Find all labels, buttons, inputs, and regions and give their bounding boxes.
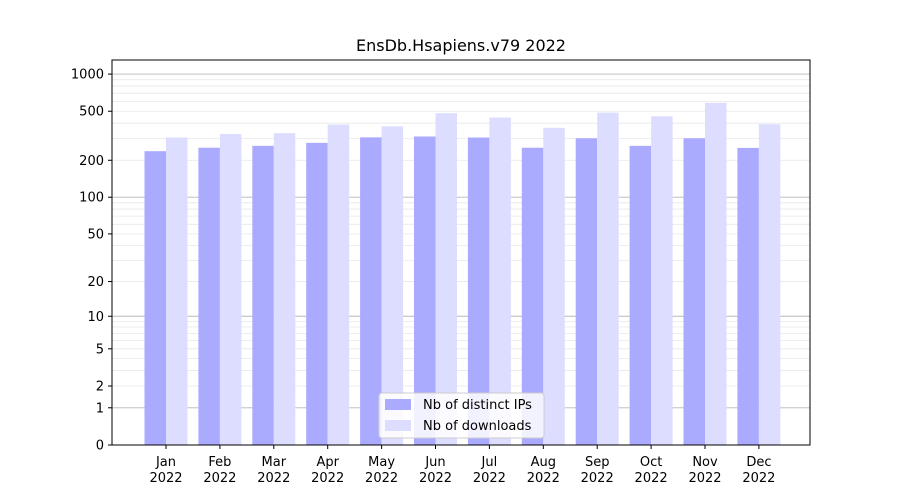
bar-downloads bbox=[327, 124, 350, 446]
bar-downloads bbox=[435, 113, 457, 445]
bar-distinct-ips bbox=[414, 136, 436, 445]
y-tick-label: 10 bbox=[87, 310, 104, 325]
y-tick-label: 500 bbox=[79, 105, 104, 120]
bar-downloads bbox=[758, 124, 781, 446]
y-tick-label: 0 bbox=[96, 439, 104, 454]
bar-distinct-ips bbox=[360, 137, 382, 446]
bar-distinct-ips bbox=[629, 145, 652, 445]
bar-downloads bbox=[597, 112, 619, 445]
x-tick-label: Apr 2022 bbox=[311, 455, 344, 486]
bar-downloads bbox=[651, 116, 673, 446]
y-tick-label: 50 bbox=[87, 227, 104, 242]
y-tick-label: 2 bbox=[96, 380, 104, 395]
bar-distinct-ips bbox=[306, 142, 328, 446]
y-tick-label: 5 bbox=[96, 342, 104, 357]
bar-distinct-ips bbox=[252, 145, 274, 445]
bar-distinct-ips bbox=[467, 137, 490, 445]
bar-downloads bbox=[705, 102, 727, 445]
x-tick-label: Dec 2022 bbox=[742, 455, 775, 486]
x-tick-label: Nov 2022 bbox=[688, 455, 721, 486]
bar-distinct-ips bbox=[198, 147, 220, 445]
chart-title: EnsDb.Hsapiens.v79 2022 bbox=[356, 36, 566, 55]
legend-label: Nb of downloads bbox=[423, 419, 532, 434]
bar-downloads bbox=[166, 137, 188, 445]
x-tick-label: Oct 2022 bbox=[635, 455, 668, 486]
plot-frame bbox=[111, 59, 811, 446]
x-tick-label: Sep 2022 bbox=[581, 455, 614, 486]
legend-swatch bbox=[385, 399, 411, 410]
x-tick-label: Jan 2022 bbox=[149, 455, 182, 486]
bar-downloads bbox=[381, 126, 404, 445]
legend-box bbox=[378, 392, 545, 439]
y-tick-label: 200 bbox=[79, 154, 104, 169]
x-tick-label: May 2022 bbox=[365, 455, 398, 486]
bar-distinct-ips bbox=[575, 138, 598, 445]
x-tick-label: Jul 2022 bbox=[473, 455, 506, 486]
bar-downloads bbox=[543, 127, 565, 446]
x-tick-label: Mar 2022 bbox=[257, 455, 290, 486]
bar-distinct-ips bbox=[683, 138, 705, 445]
bar-distinct-ips bbox=[144, 151, 166, 445]
bar-distinct-ips bbox=[737, 147, 759, 445]
bar-downloads bbox=[219, 133, 242, 445]
y-tick-label: 100 bbox=[79, 191, 104, 206]
legend-swatch bbox=[385, 420, 411, 431]
y-tick-label: 20 bbox=[87, 275, 104, 290]
y-tick-label: 1 bbox=[96, 401, 104, 416]
legend-label: Nb of distinct IPs bbox=[423, 398, 532, 413]
bar-downloads bbox=[489, 117, 511, 445]
x-tick-label: Feb 2022 bbox=[203, 455, 236, 486]
bar-downloads bbox=[273, 133, 296, 445]
x-tick-label: Aug 2022 bbox=[527, 455, 560, 486]
bar-distinct-ips bbox=[521, 147, 544, 445]
x-tick-label: Jun 2022 bbox=[419, 455, 452, 486]
y-tick-label: 1000 bbox=[71, 68, 104, 83]
